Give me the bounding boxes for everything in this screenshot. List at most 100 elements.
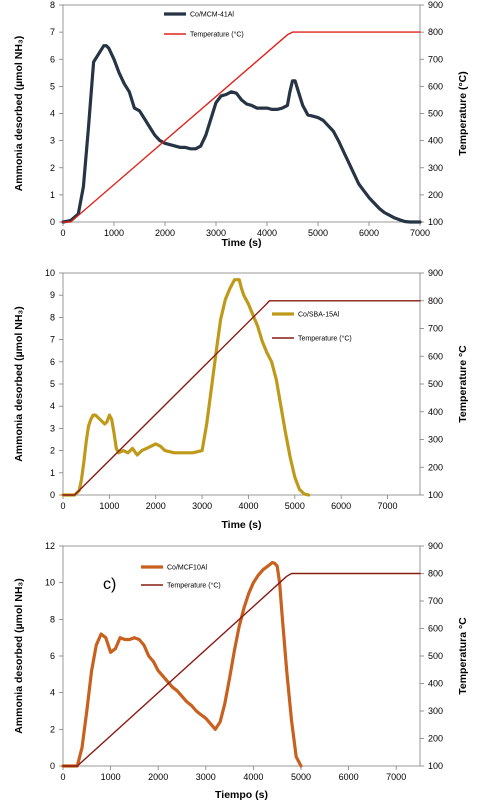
data-point-nh3 xyxy=(150,445,152,448)
y-left-tick-label: 10 xyxy=(45,268,55,278)
data-point-nh3 xyxy=(200,713,202,716)
data-point-nh3 xyxy=(247,592,250,595)
data-point-nh3 xyxy=(240,99,243,101)
data-point-temperature xyxy=(286,34,288,36)
y-left-tick-label: 6 xyxy=(50,357,55,367)
data-point-nh3 xyxy=(238,278,241,281)
y-right-tick-label: 700 xyxy=(428,54,443,64)
data-point-temperature xyxy=(266,303,268,305)
panel-c-mcf10al: 0 1000 2000 3000 4000 5000 6000 7000 0 2 4 6 8 10 12 10… xyxy=(13,541,469,801)
data-point-nh3 xyxy=(233,278,236,281)
x-tick-label: 2000 xyxy=(146,501,166,511)
data-point-nh3 xyxy=(281,612,283,615)
data-point-nh3 xyxy=(332,130,335,133)
data-point-nh3 xyxy=(164,449,166,452)
data-point-nh3 xyxy=(181,695,183,698)
data-point-nh3 xyxy=(280,405,282,408)
data-point-nh3 xyxy=(85,440,88,443)
data-point-nh3 xyxy=(189,147,192,150)
data-point-nh3 xyxy=(284,431,287,434)
data-point-nh3 xyxy=(110,418,113,421)
data-point-nh3 xyxy=(190,704,193,707)
data-point-nh3 xyxy=(169,143,172,146)
y-left-tick-label: 8 xyxy=(50,312,55,322)
data-point-nh3 xyxy=(204,717,207,720)
data-point-nh3 xyxy=(103,423,106,425)
data-point-nh3 xyxy=(317,116,319,119)
legend-label: Temperature (°C) xyxy=(167,582,221,590)
y-right-axis-label: Temperature (°C) xyxy=(457,71,469,156)
y-right-tick-label: 600 xyxy=(428,81,443,91)
legend-label: Co/MCM-41Al xyxy=(190,12,234,19)
data-point-nh3 xyxy=(398,218,401,221)
data-point-nh3 xyxy=(271,561,274,564)
y-left-tick-label: 2 xyxy=(50,724,55,734)
data-point-nh3 xyxy=(220,94,223,97)
data-point-nh3 xyxy=(275,378,278,381)
y-right-tick-label: 100 xyxy=(428,761,443,771)
y-right-tick-label: 800 xyxy=(428,296,443,306)
data-point-nh3 xyxy=(352,172,355,175)
data-point-nh3 xyxy=(238,625,241,628)
data-point-nh3 xyxy=(123,82,126,85)
y-left-tick-label: 4 xyxy=(50,401,55,411)
data-point-nh3 xyxy=(252,314,254,317)
data-point-nh3 xyxy=(92,414,95,416)
data-point-nh3 xyxy=(295,755,298,758)
y-left-tick-label: 0 xyxy=(50,761,55,771)
y-right-axis-label: Temperature °C xyxy=(457,345,469,423)
data-point-nh3 xyxy=(245,103,248,105)
x-tick-label: 0 xyxy=(60,501,65,511)
y-right-tick-label: 400 xyxy=(428,136,443,146)
y-left-axis-label: Ammonia desorbed (µmol NH₃) xyxy=(13,36,25,192)
data-point-nh3 xyxy=(97,52,100,55)
y-left-tick-label: 4 xyxy=(50,109,55,119)
data-point-nh3 xyxy=(94,414,97,416)
data-point-nh3 xyxy=(199,145,202,147)
y-left-tick-label: 2 xyxy=(50,446,55,456)
data-point-nh3 xyxy=(210,118,212,120)
data-point-nh3 xyxy=(289,456,292,459)
data-point-nh3 xyxy=(235,92,238,95)
data-point-nh3 xyxy=(322,119,324,122)
data-point-nh3 xyxy=(266,107,268,109)
data-point-nh3 xyxy=(414,221,416,223)
data-point-nh3 xyxy=(225,93,228,96)
y-left-tick-label: 3 xyxy=(50,136,55,146)
legend-label: Co/MCF10Al xyxy=(167,565,208,572)
data-point-nh3 xyxy=(223,702,226,705)
data-point-nh3 xyxy=(393,217,396,219)
y-left-tick-label: 6 xyxy=(50,54,55,64)
legend-label: Temperature (°C) xyxy=(298,335,352,343)
y-right-tick-label: 200 xyxy=(428,462,443,472)
series-line-nh3 xyxy=(61,44,422,224)
data-point-nh3 xyxy=(256,325,259,328)
data-point-nh3 xyxy=(133,107,136,109)
data-point-nh3 xyxy=(174,145,177,147)
data-point-nh3 xyxy=(294,80,296,82)
data-point-nh3 xyxy=(143,118,146,120)
data-point-nh3 xyxy=(106,420,108,423)
data-point-nh3 xyxy=(80,478,83,481)
data-point-nh3 xyxy=(166,680,169,683)
data-point-nh3 xyxy=(252,581,255,584)
data-point-nh3 xyxy=(224,298,227,301)
y-right-tick-label: 500 xyxy=(428,379,443,389)
data-point-nh3 xyxy=(90,669,93,672)
data-point-nh3 xyxy=(113,58,115,61)
x-tick-label: 3000 xyxy=(192,501,212,511)
data-point-nh3 xyxy=(209,722,212,725)
y-right-tick-label: 400 xyxy=(428,679,443,689)
y-left-axis-label: Ammonia desorbed (µmol NH₃) xyxy=(13,306,25,462)
data-point-nh3 xyxy=(408,221,411,223)
x-axis-label: Time (s) xyxy=(221,237,261,249)
data-point-nh3 xyxy=(419,221,421,223)
data-point-nh3 xyxy=(81,746,83,749)
y-right-tick-label: 100 xyxy=(428,217,443,227)
x-tick-label: 1000 xyxy=(104,228,124,238)
x-tick-label: 5000 xyxy=(308,228,328,238)
x-tick-label: 6000 xyxy=(359,228,379,238)
data-point-nh3 xyxy=(127,451,129,454)
y-left-tick-label: 12 xyxy=(45,541,55,551)
y-right-tick-label: 500 xyxy=(428,109,443,119)
